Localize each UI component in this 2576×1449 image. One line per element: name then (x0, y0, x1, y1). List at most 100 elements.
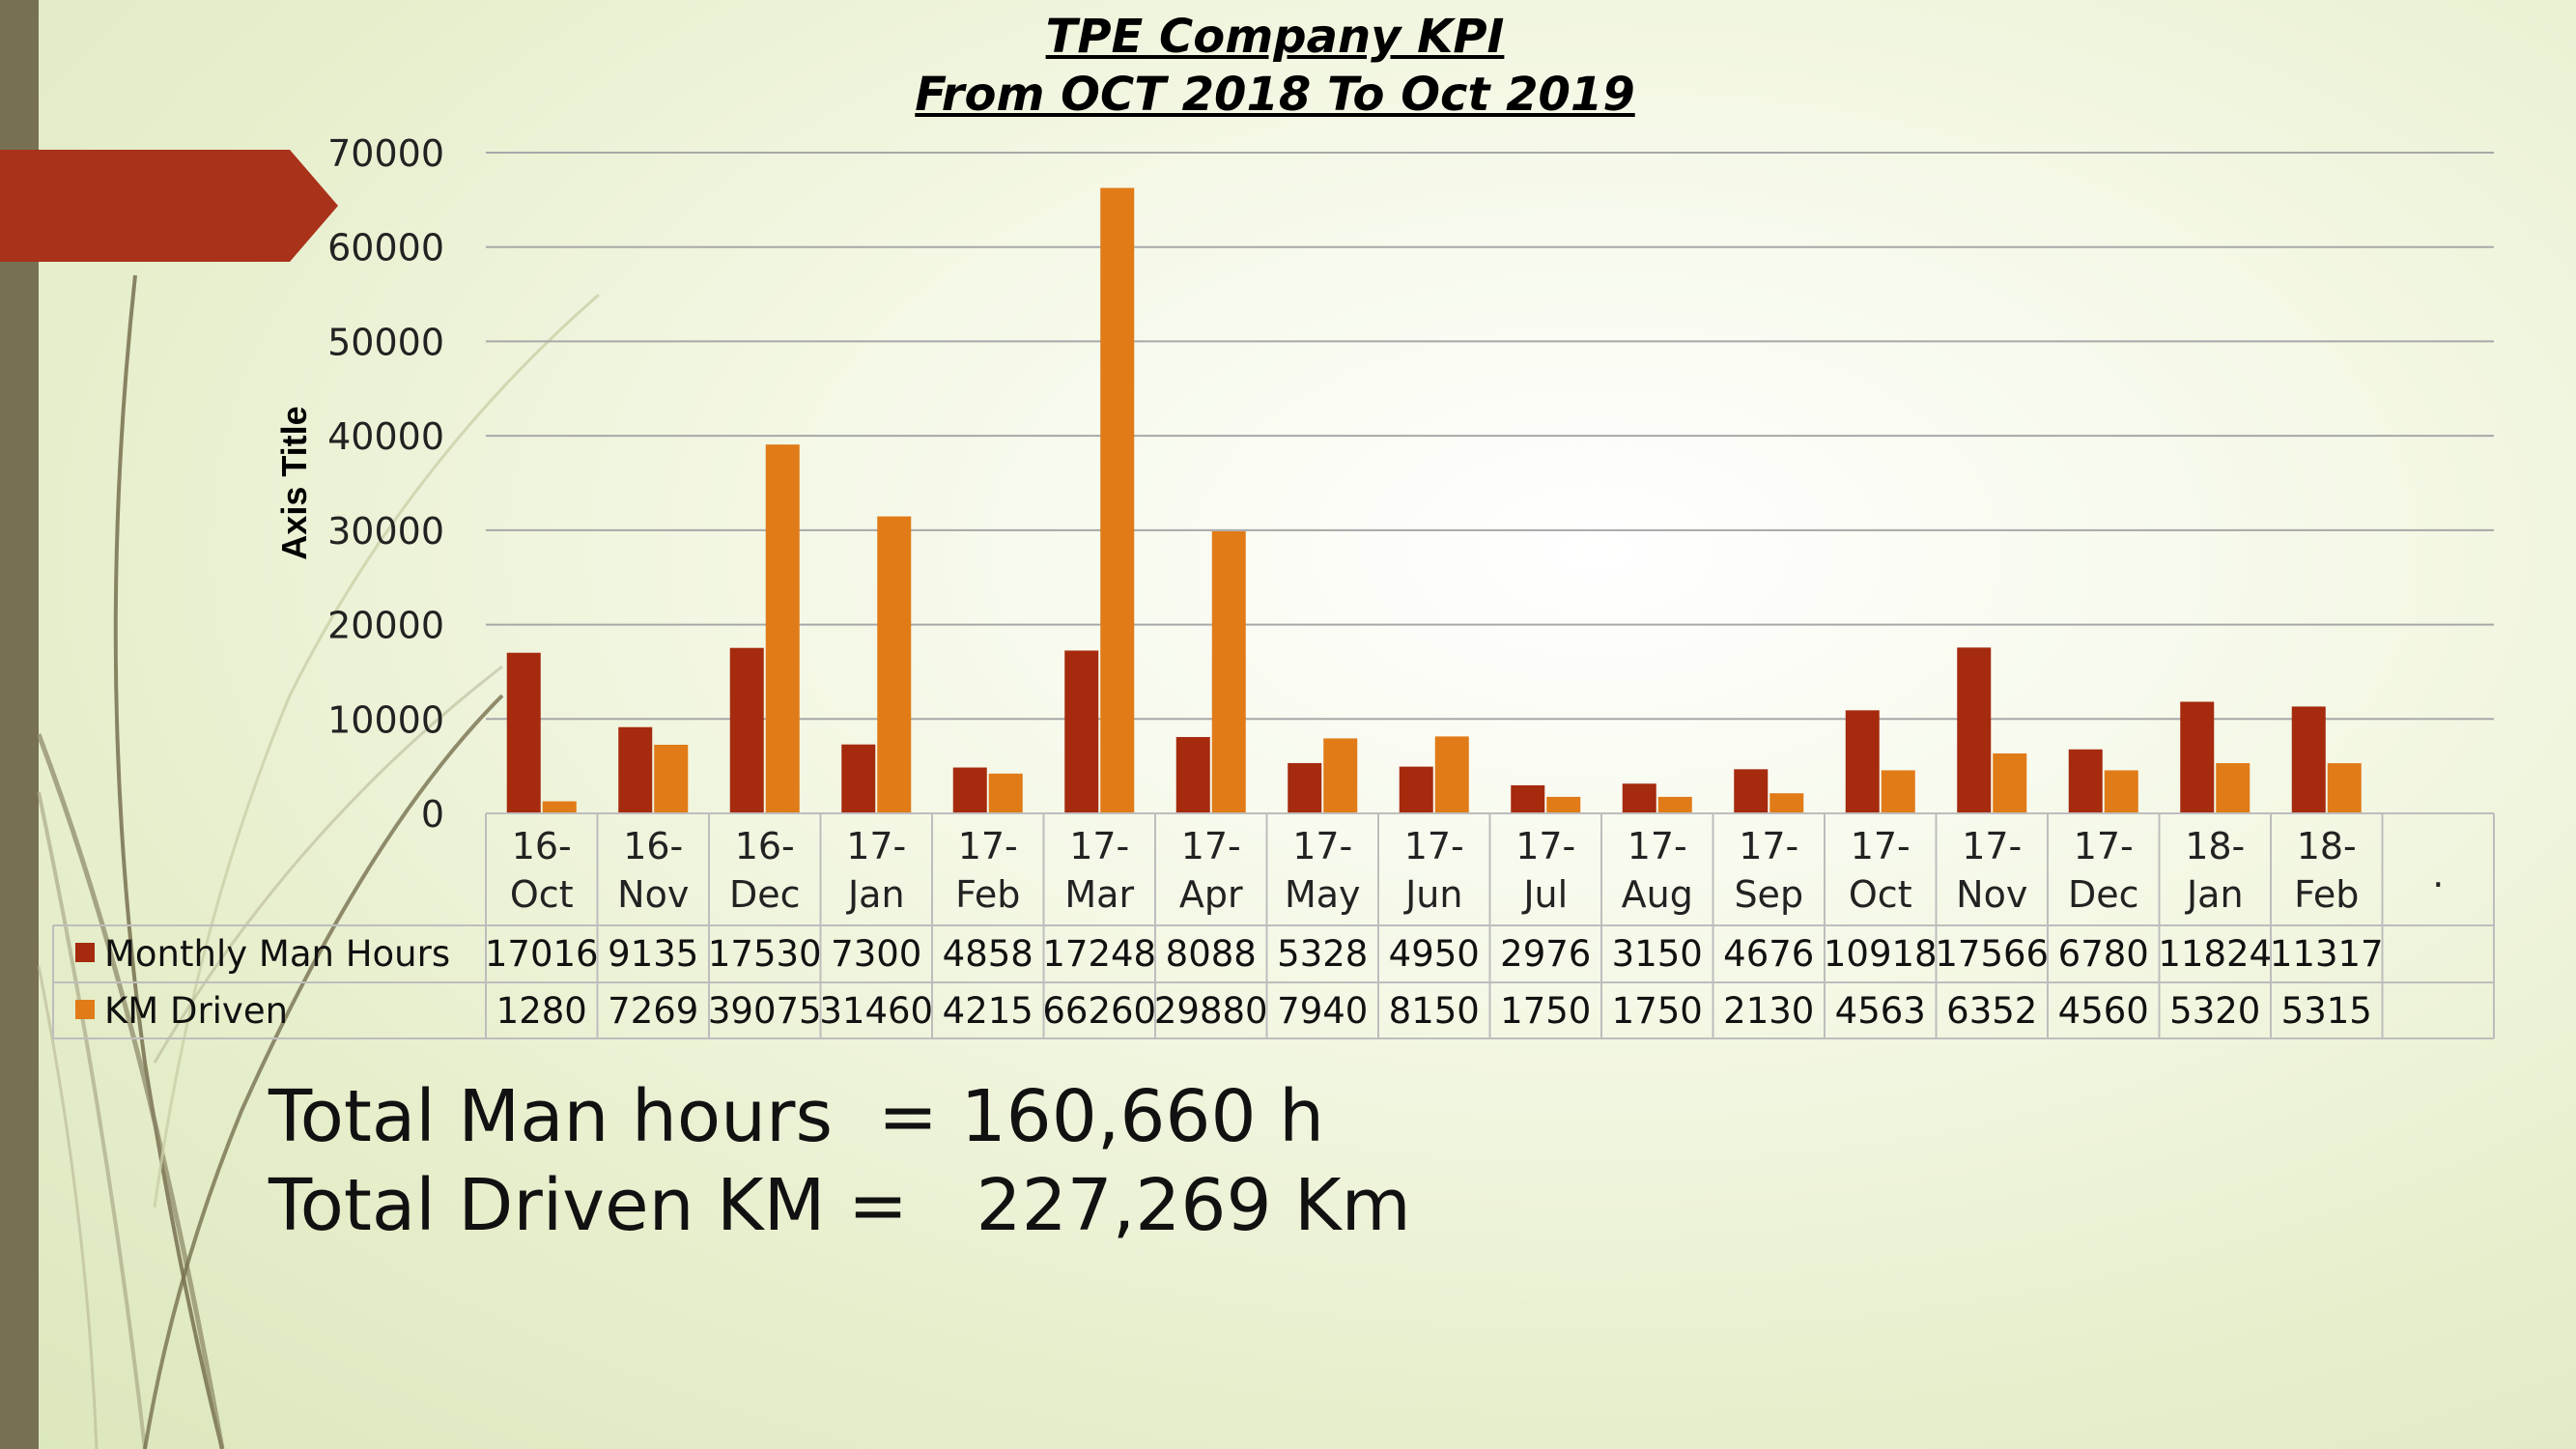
x-category-label-line1: 17- (1628, 825, 1687, 867)
x-category-label-line1: 17- (1515, 825, 1575, 867)
x-category-label-line2: Apr (1179, 873, 1243, 916)
data-table-value: 31460 (819, 990, 933, 1032)
x-category-label-line1: 17- (1851, 825, 1911, 867)
data-table-value: 17566 (1935, 933, 2049, 975)
bar-km-driven (654, 744, 689, 813)
bar-man-hours (506, 652, 541, 813)
x-category-label-line1: 16- (512, 825, 572, 867)
x-category-label-line2: Jan (846, 873, 905, 916)
series-name-man-hours: Monthly Man Hours (104, 933, 450, 975)
bar-man-hours (2068, 749, 2103, 813)
data-table-value: 5328 (1277, 933, 1368, 975)
bar-man-hours (952, 767, 987, 813)
data-table-value: 1280 (496, 990, 587, 1032)
bar-km-driven (1993, 753, 2027, 813)
bar-man-hours (729, 647, 764, 813)
data-table-value: 4858 (943, 933, 1033, 975)
x-category-label-line1: 17- (846, 825, 906, 867)
data-table-value: 5315 (2281, 990, 2372, 1032)
data-table-value: 17248 (1042, 933, 1156, 975)
legend-key-man-hours (75, 943, 95, 962)
bar-man-hours (841, 744, 876, 813)
data-table-value: 6780 (2058, 933, 2149, 975)
y-tick-label: 40000 (327, 415, 444, 458)
bar-man-hours (1511, 784, 1545, 813)
data-table-value: 1750 (1500, 990, 1591, 1032)
data-table-value: 4215 (943, 990, 1033, 1032)
x-category-label-line2: Nov (1956, 873, 2027, 916)
bar-km-driven (2327, 763, 2362, 813)
x-category-label-line2: May (1285, 873, 1361, 916)
data-table-value: 10918 (1824, 933, 1938, 975)
x-category-label-line1: 17- (1069, 825, 1129, 867)
data-table-value: 8088 (1166, 933, 1257, 975)
data-table-value: 4560 (2058, 990, 2149, 1032)
bar-km-driven (1546, 796, 1581, 813)
data-table-value: 29880 (1154, 990, 1268, 1032)
data-table-value: 7269 (608, 990, 698, 1032)
x-category-label-line2: Feb (2294, 873, 2359, 916)
y-tick-label: 70000 (327, 132, 444, 175)
bar-man-hours (2291, 706, 2326, 813)
bar-man-hours (1957, 647, 1992, 813)
x-category-label-line1: 17- (2074, 825, 2134, 867)
x-category-label-line1: 17- (958, 825, 1018, 867)
bar-man-hours (1845, 710, 1880, 813)
bar-man-hours (1064, 650, 1099, 813)
y-tick-label: 20000 (327, 605, 444, 647)
x-category-label-line2: Mar (1064, 873, 1134, 916)
bar-km-driven (1769, 793, 1804, 813)
data-table-value: 4950 (1389, 933, 1480, 975)
data-table-value: 39075 (708, 990, 822, 1032)
bar-km-driven (2104, 770, 2138, 813)
y-tick-label: 30000 (327, 510, 444, 553)
data-table-value: 9135 (608, 933, 698, 975)
x-category-label-line2: Nov (617, 873, 689, 916)
bar-km-driven (1881, 770, 1915, 813)
bar-man-hours (1734, 769, 1769, 813)
bar-man-hours (1288, 762, 1322, 813)
data-table-value: 5320 (2169, 990, 2260, 1032)
bar-km-driven (988, 773, 1023, 813)
title-line-1: TPE Company KPI (1045, 10, 1505, 64)
bar-man-hours (618, 726, 653, 813)
x-category-label-line2: Jun (1403, 873, 1462, 916)
title-arrow (0, 150, 338, 262)
decorative-curves (36, 274, 600, 1449)
data-table-value: 2976 (1500, 933, 1591, 975)
bar-km-driven (1434, 736, 1469, 813)
data-table-value: 3150 (1612, 933, 1703, 975)
data-table-value: 7300 (831, 933, 921, 975)
x-category-label-line1: 17- (1962, 825, 2022, 867)
x-category-label-line1: 16- (735, 825, 795, 867)
data-table-value: 8150 (1389, 990, 1480, 1032)
bar-km-driven (1323, 738, 1358, 813)
bar-km-driven (1211, 531, 1246, 813)
bar-km-driven (542, 801, 577, 813)
x-category-label-line2: Sep (1734, 873, 1803, 916)
data-table-value: 6352 (1946, 990, 2037, 1032)
x-category-extra: . (2432, 853, 2444, 895)
bar-km-driven (765, 444, 800, 813)
total-man-hours: Total Man hours = 160,660 h (269, 1075, 1325, 1158)
y-tick-label: 0 (421, 793, 444, 836)
bar-km-driven (1100, 187, 1135, 813)
x-category-label-line1: 17- (1181, 825, 1241, 867)
x-category-label-line1: 16- (623, 825, 683, 867)
series-name-km-driven: KM Driven (104, 990, 288, 1032)
legend-key-km-driven (75, 1000, 95, 1019)
x-category-label-line2: Feb (955, 873, 1020, 916)
x-category-label-line1: 17- (1739, 825, 1798, 867)
x-category-label-line1: 18- (2297, 825, 2357, 867)
bar-man-hours (1622, 783, 1656, 813)
totals-block: Total Man hours = 160,660 h Total Driven … (269, 1072, 1411, 1250)
x-category-label-line1: 17- (1404, 825, 1464, 867)
data-table-value: 2130 (1723, 990, 1814, 1032)
x-category-label-line1: 17- (1292, 825, 1352, 867)
data-table-value: 1750 (1612, 990, 1703, 1032)
y-tick-label: 10000 (327, 698, 444, 741)
total-km-driven: Total Driven KM = 227,269 Km (269, 1164, 1411, 1247)
bar-man-hours (1399, 766, 1433, 813)
title-line-2: From OCT 2018 To Oct 2019 (915, 68, 1635, 122)
